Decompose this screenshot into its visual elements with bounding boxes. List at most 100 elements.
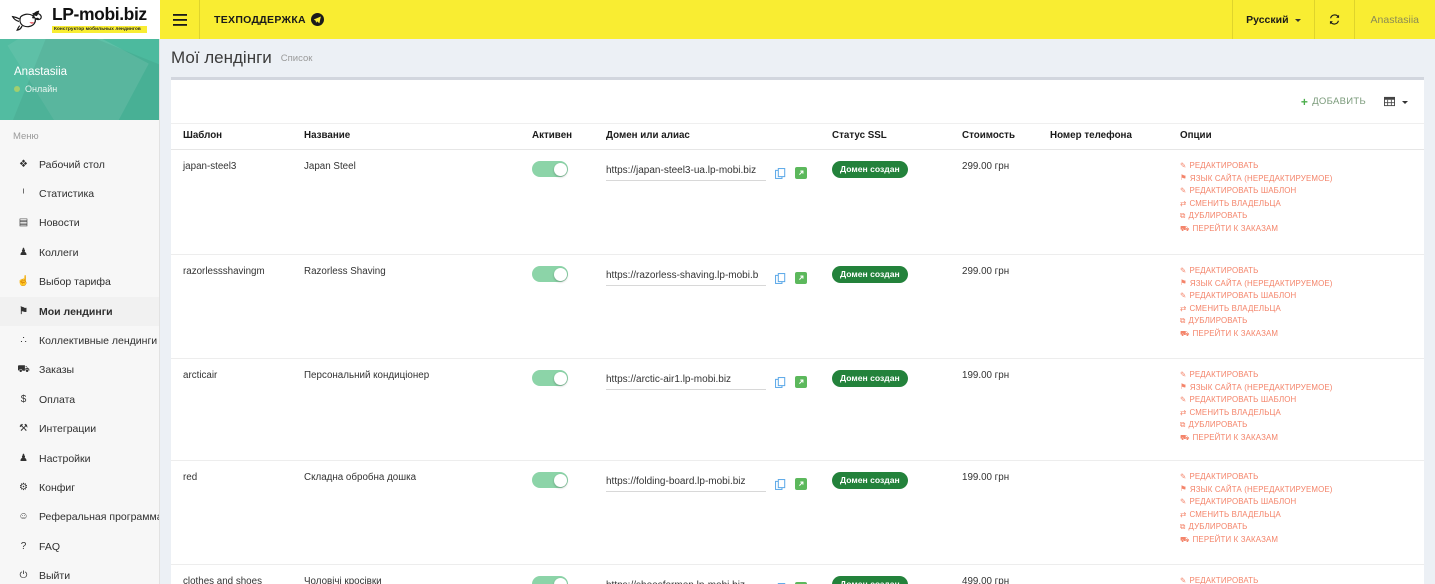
active-toggle[interactable] (532, 161, 568, 177)
sidebar-toggle-button[interactable] (160, 0, 200, 39)
domain-input[interactable] (606, 473, 766, 492)
sidebar-item-label: Выйти (39, 570, 71, 583)
cell-options: ✎ РЕДАКТИРОВАТЬ ⚑ ЯЗЫК САЙТА (НЕРЕДАКТИРУЕМ… (1180, 460, 1424, 565)
option-label: РЕДАКТИРОВАТЬ (1189, 161, 1259, 170)
options-list: ✎ РЕДАКТИРОВАТЬ ⚑ ЯЗЫК САЙТА (НЕРЕДАКТИРУЕМ… (1180, 161, 1424, 233)
option-link-2[interactable]: ✎ РЕДАКТИРОВАТЬ ШАБЛОН (1180, 497, 1424, 506)
sidebar-item-14[interactable]: ⏻ Выйти (0, 561, 159, 584)
cell-phone (1050, 254, 1180, 359)
column-header-0[interactable]: Шаблон (171, 123, 304, 150)
copy-icon[interactable] (775, 273, 786, 287)
option-link-0[interactable]: ✎ РЕДАКТИРОВАТЬ (1180, 161, 1424, 170)
option-link-1[interactable]: ⚑ ЯЗЫК САЙТА (НЕРЕДАКТИРУЕМОЕ) (1180, 279, 1424, 288)
option-label: ПЕРЕЙТИ К ЗАКАЗАМ (1192, 534, 1279, 544)
option-link-4[interactable]: ⧉ ДУБЛИРОВАТЬ (1180, 420, 1424, 429)
cell-active (532, 149, 606, 255)
external-link-icon[interactable] (795, 167, 807, 179)
copy-icon[interactable] (775, 479, 786, 493)
active-toggle[interactable] (532, 370, 568, 386)
active-toggle[interactable] (532, 576, 568, 584)
sidebar-item-4[interactable]: ☝ Выбор тарифа (0, 268, 159, 297)
sidebar-item-1[interactable]: ᴵ Статистика (0, 179, 159, 208)
external-link-icon[interactable] (795, 376, 807, 388)
sidebar-item-11[interactable]: ⚙ Конфиг (0, 473, 159, 502)
shopping-cart-icon: ⛟ (1180, 432, 1190, 442)
active-toggle[interactable] (532, 472, 568, 488)
cell-price: 199.00 грн (962, 358, 1050, 461)
column-chooser-button[interactable] (1384, 96, 1408, 107)
user-menu[interactable]: Anastasiia (1353, 0, 1435, 39)
option-link-1[interactable]: ⚑ ЯЗЫК САЙТА (НЕРЕДАКТИРУЕМОЕ) (1180, 383, 1424, 392)
option-link-0[interactable]: ✎ РЕДАКТИРОВАТЬ (1180, 266, 1424, 275)
column-header-3[interactable]: Домен или алиас (606, 123, 832, 150)
option-link-0[interactable]: ✎ РЕДАКТИРОВАТЬ (1180, 472, 1424, 481)
column-header-5[interactable]: Стоимость (962, 123, 1050, 150)
option-link-5[interactable]: ⛟ ПЕРЕЙТИ К ЗАКАЗАМ (1180, 329, 1424, 338)
sidebar-item-9[interactable]: ⚒ Интеграции (0, 415, 159, 444)
brand-logo[interactable]: LP-mobi.biz Конструктор мобильных лендин… (0, 0, 160, 39)
external-link-icon[interactable] (795, 582, 807, 584)
landing-page-icon: ⚑ (19, 305, 28, 317)
language-selector[interactable]: Русский (1232, 0, 1313, 39)
sidebar-item-8[interactable]: $ Оплата (0, 385, 159, 414)
sidebar-item-7[interactable]: ⛟ Заказы (0, 356, 159, 385)
domain-input[interactable] (606, 371, 766, 390)
hand-pointer-icon: ☝ (17, 276, 30, 288)
option-link-2[interactable]: ✎ РЕДАКТИРОВАТЬ ШАБЛОН (1180, 186, 1424, 195)
external-link-icon[interactable] (795, 478, 807, 490)
option-link-4[interactable]: ⧉ ДУБЛИРОВАТЬ (1180, 211, 1424, 220)
option-link-3[interactable]: ⇄ СМЕНИТЬ ВЛАДЕЛЬЦА (1180, 408, 1424, 417)
option-link-3[interactable]: ⇄ СМЕНИТЬ ВЛАДЕЛЬЦА (1180, 510, 1424, 519)
support-link[interactable]: ТЕХПОДДЕРЖКА (200, 0, 338, 39)
sidebar-item-12[interactable]: ☺ Реферальная программа (0, 503, 159, 532)
sidebar-item-3[interactable]: ♟ Коллеги (0, 238, 159, 267)
sidebar-item-label: Мои лендинги (39, 305, 113, 318)
domain-input[interactable] (606, 267, 766, 286)
copy-icon[interactable] (775, 377, 786, 391)
option-link-2[interactable]: ✎ РЕДАКТИРОВАТЬ ШАБЛОН (1180, 395, 1424, 404)
column-header-6[interactable]: Номер телефона (1050, 123, 1180, 150)
sidebar-item-13[interactable]: ? FAQ (0, 532, 159, 561)
cell-domain (606, 358, 832, 461)
option-link-1[interactable]: ⚑ ЯЗЫК САЙТА (НЕРЕДАКТИРУЕМОЕ) (1180, 174, 1424, 183)
cell-phone (1050, 358, 1180, 461)
add-landing-button[interactable]: + ДОБАВИТЬ (1301, 96, 1366, 108)
sidebar-profile[interactable]: Anastasiia Онлайн (0, 39, 159, 120)
share-nodes-icon: ∴ (20, 335, 27, 347)
domain-input[interactable] (606, 162, 766, 181)
option-link-0[interactable]: ✎ РЕДАКТИРОВАТЬ (1180, 370, 1424, 379)
option-link-3[interactable]: ⇄ СМЕНИТЬ ВЛАДЕЛЬЦА (1180, 199, 1424, 208)
refresh-button[interactable] (1313, 0, 1354, 39)
sidebar-item-label: Выбор тарифа (39, 276, 111, 289)
option-link-5[interactable]: ⛟ ПЕРЕЙТИ К ЗАКАЗАМ (1180, 535, 1424, 544)
flying-dog-mascot-icon (11, 10, 42, 31)
brand-tagline: Конструктор мобильных лендингов (52, 25, 147, 33)
column-header-4[interactable]: Статус SSL (832, 123, 962, 150)
active-toggle[interactable] (532, 266, 568, 282)
sidebar-item-10[interactable]: ♟ Настройки (0, 444, 159, 473)
copy-icon[interactable] (775, 168, 786, 182)
option-label: ЯЗЫК САЙТА (НЕРЕДАКТИРУЕМОЕ) (1189, 484, 1333, 494)
option-link-5[interactable]: ⛟ ПЕРЕЙТИ К ЗАКАЗАМ (1180, 224, 1424, 233)
cell-ssl: Домен создан (832, 149, 962, 255)
sidebar-item-0[interactable]: ❖ Рабочий стол (0, 150, 159, 179)
column-header-1[interactable]: Название (304, 123, 532, 150)
external-link-icon[interactable] (795, 272, 807, 284)
option-link-4[interactable]: ⧉ ДУБЛИРОВАТЬ (1180, 316, 1424, 325)
toggle-knob (553, 162, 567, 176)
column-header-2[interactable]: Активен (532, 123, 606, 150)
sidebar-item-5[interactable]: ⚑ Мои лендинги (0, 296, 159, 327)
option-link-5[interactable]: ⛟ ПЕРЕЙТИ К ЗАКАЗАМ (1180, 433, 1424, 442)
option-link-3[interactable]: ⇄ СМЕНИТЬ ВЛАДЕЛЬЦА (1180, 304, 1424, 313)
sidebar-item-2[interactable]: ▤ Новости (0, 209, 159, 238)
sidebar-item-6[interactable]: ∴ Коллективные лендинги (0, 326, 159, 355)
option-label: РЕДАКТИРОВАТЬ ШАБЛОН (1189, 395, 1297, 405)
breadcrumb: Список (280, 52, 313, 64)
option-link-0[interactable]: ✎ РЕДАКТИРОВАТЬ (1180, 576, 1424, 584)
option-link-2[interactable]: ✎ РЕДАКТИРОВАТЬ ШАБЛОН (1180, 291, 1424, 300)
option-link-1[interactable]: ⚑ ЯЗЫК САЙТА (НЕРЕДАКТИРУЕМОЕ) (1180, 485, 1424, 494)
option-link-4[interactable]: ⧉ ДУБЛИРОВАТЬ (1180, 522, 1424, 531)
column-header-7[interactable]: Опции (1180, 123, 1424, 150)
domain-input[interactable] (606, 577, 766, 584)
